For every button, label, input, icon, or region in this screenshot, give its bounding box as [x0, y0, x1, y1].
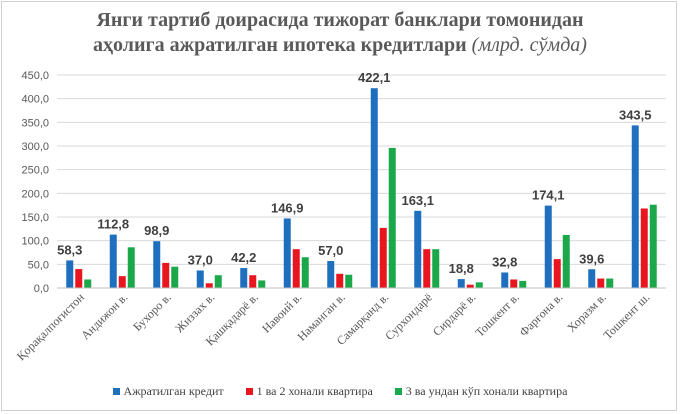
- bars: [66, 88, 657, 289]
- y-tick-label: 0,0: [34, 283, 49, 295]
- x-category-label: Тошкент в.: [472, 290, 521, 339]
- data-label: 112,8: [97, 217, 129, 232]
- y-axis: 0,0 50,0 100,0 150,0 200,0 250,0 300,0 350,0 400…: [21, 70, 49, 295]
- chart-title-line2: аҳолига ажратилган ипотека кредитлари (м…: [0, 33, 680, 58]
- data-label: 37,0: [188, 252, 213, 267]
- chart-title: Янги тартиб доирасида тижорат банклари т…: [0, 8, 680, 58]
- chart-title-line1: Янги тартиб доирасида тижорат банклари т…: [96, 9, 584, 31]
- bar-2: [292, 249, 300, 288]
- y-tick-label: 50,0: [28, 259, 49, 271]
- bar-1: [457, 279, 465, 288]
- data-label: 343,5: [619, 107, 652, 122]
- bar-3: [388, 147, 396, 288]
- x-category-label: Бухоро в.: [130, 290, 174, 334]
- legend-swatch: [394, 388, 402, 395]
- data-label: 146,9: [271, 200, 304, 215]
- bar-2: [118, 276, 126, 288]
- bar-3: [519, 280, 527, 288]
- legend-swatch: [112, 388, 120, 395]
- bar-1: [109, 234, 117, 288]
- data-labels: 58,3 112,8 98,9 37,0 42,2 146,9 57,0 422,1 163,1…: [57, 70, 651, 276]
- bar-1: [544, 205, 552, 288]
- y-tick-label: 250,0: [21, 165, 49, 177]
- bar-3: [562, 234, 570, 288]
- bar-1: [631, 125, 639, 288]
- y-tick-label: 400,0: [21, 94, 49, 106]
- x-category-label: Жиззах в.: [172, 290, 217, 335]
- bar-1: [588, 269, 596, 288]
- bar-3: [301, 257, 309, 288]
- chart-title-unit: (млрд. сўмда): [471, 34, 587, 56]
- bar-2: [336, 273, 344, 288]
- bar-3: [345, 274, 353, 288]
- bar-2: [553, 259, 561, 288]
- x-category-label: Сурхондарё: [382, 290, 435, 343]
- data-label: 58,3: [57, 242, 82, 257]
- legend-label: Ажратилган кредит: [123, 384, 224, 398]
- bar-3: [475, 282, 483, 288]
- legend-label: 1 ва 2 хонали квартира: [256, 384, 373, 398]
- data-label: 98,9: [144, 223, 169, 238]
- data-label: 163,1: [401, 193, 434, 208]
- x-category-label: Навоий в.: [259, 290, 304, 335]
- data-label: 422,1: [358, 70, 391, 85]
- legend: Ажратилган кредит 1 ва 2 хонали квартира 3…: [0, 384, 680, 399]
- data-label: 42,2: [231, 250, 256, 265]
- x-category-label: Фарғона в.: [516, 290, 565, 339]
- legend-item: Ажратилган кредит: [112, 384, 224, 399]
- bar-3: [171, 266, 179, 288]
- bar-2: [423, 249, 431, 288]
- legend-label: 3 ва ундан кўп хонали квартира: [405, 384, 568, 398]
- y-tick-label: 150,0: [21, 212, 49, 224]
- x-category-label: Тошкент ш.: [600, 290, 652, 342]
- x-category-label: Хоразм в.: [564, 290, 609, 335]
- x-category-label: Андижон в.: [78, 290, 130, 342]
- bar-2: [205, 283, 213, 288]
- y-tick-label: 200,0: [21, 188, 49, 200]
- bar-2: [597, 278, 605, 288]
- bar-3: [432, 249, 440, 288]
- y-tick-label: 100,0: [21, 236, 49, 248]
- bar-1: [66, 260, 74, 288]
- bar-1: [240, 268, 248, 288]
- bar-1: [370, 88, 378, 289]
- x-category-label: Қорақалпоғистон: [14, 290, 87, 363]
- legend-item: 3 ва ундан кўп хонали квартира: [394, 384, 568, 399]
- bar-1: [414, 210, 422, 288]
- bar-3: [214, 275, 222, 288]
- bar-1: [196, 270, 204, 288]
- data-label: 18,8: [449, 261, 474, 276]
- bar-2: [640, 208, 648, 288]
- bar-2: [162, 262, 170, 288]
- x-category-label: Сирдарё в.: [430, 290, 479, 339]
- bar-2: [466, 284, 474, 288]
- bar-3: [606, 278, 614, 288]
- gridlines: [57, 74, 666, 289]
- data-label: 32,8: [492, 254, 517, 269]
- bar-1: [153, 241, 161, 288]
- data-label: 174,1: [532, 188, 565, 203]
- bar-2: [510, 279, 518, 288]
- bar-3: [127, 247, 135, 288]
- bar-3: [258, 280, 266, 288]
- legend-item: 1 ва 2 хонали квартира: [245, 384, 373, 399]
- chart-title-main: аҳолига ажратилган ипотека кредитлари: [93, 34, 467, 56]
- legend-swatch: [245, 388, 253, 395]
- y-tick-label: 450,0: [21, 70, 49, 82]
- bar-2: [249, 275, 257, 288]
- bar-3: [84, 279, 92, 288]
- data-label: 39,6: [579, 251, 604, 266]
- bar-1: [501, 272, 509, 288]
- data-label: 57,0: [318, 243, 343, 258]
- y-tick-label: 300,0: [21, 141, 49, 153]
- y-tick-label: 350,0: [21, 117, 49, 129]
- bar-2: [75, 269, 83, 288]
- bar-1: [283, 218, 291, 288]
- bar-3: [649, 204, 657, 288]
- bar-2: [379, 227, 387, 288]
- bar-1: [327, 261, 335, 288]
